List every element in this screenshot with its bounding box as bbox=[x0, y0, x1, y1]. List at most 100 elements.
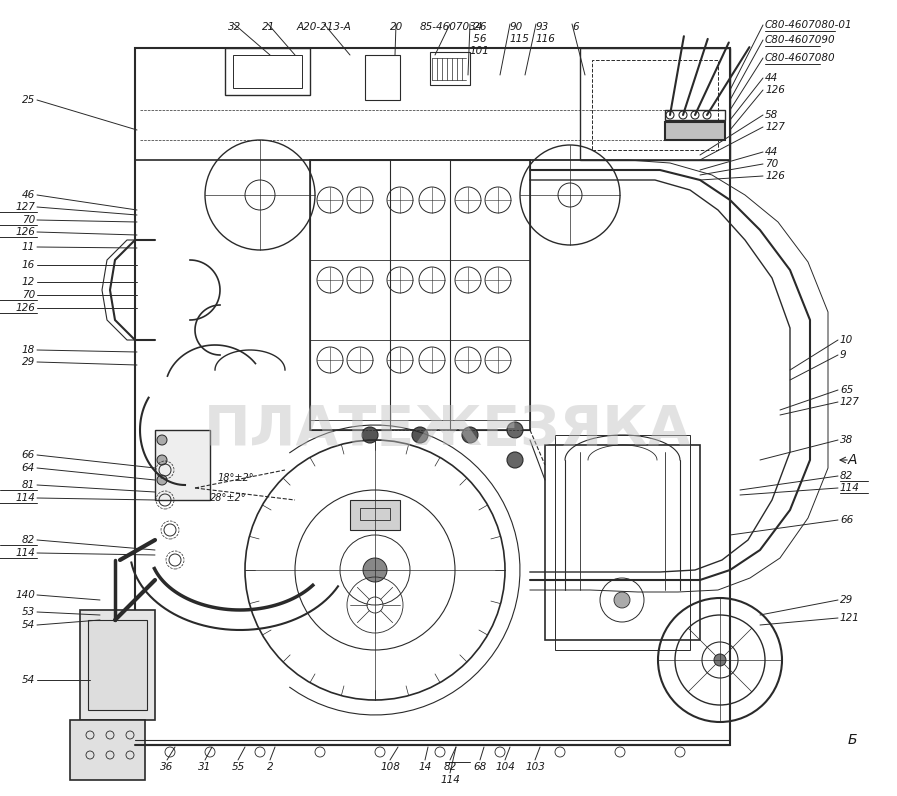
Text: A: A bbox=[848, 453, 858, 467]
Text: 126: 126 bbox=[765, 171, 785, 181]
Text: 36: 36 bbox=[161, 762, 174, 772]
Bar bbox=[70, 720, 145, 780]
Text: 12: 12 bbox=[22, 277, 35, 287]
Text: 32: 32 bbox=[228, 22, 241, 32]
Bar bbox=[665, 110, 725, 120]
Text: 114: 114 bbox=[15, 493, 35, 503]
Bar bbox=[155, 430, 210, 500]
Text: 28°±2°: 28°±2° bbox=[210, 493, 247, 503]
Text: C80-4607080-01: C80-4607080-01 bbox=[765, 20, 853, 30]
Circle shape bbox=[157, 475, 167, 485]
Text: 10: 10 bbox=[840, 335, 853, 345]
Text: 54: 54 bbox=[22, 620, 35, 630]
Text: 115: 115 bbox=[510, 34, 530, 44]
Text: 104: 104 bbox=[495, 762, 515, 772]
Circle shape bbox=[507, 452, 523, 468]
Text: 18: 18 bbox=[22, 345, 35, 355]
Text: 44: 44 bbox=[765, 147, 779, 157]
Bar bbox=[555, 435, 690, 650]
Text: 103: 103 bbox=[525, 762, 545, 772]
Bar bbox=[545, 445, 700, 640]
Circle shape bbox=[614, 592, 630, 608]
Circle shape bbox=[362, 427, 378, 443]
Text: 121: 121 bbox=[840, 613, 860, 623]
Text: 81: 81 bbox=[22, 480, 35, 490]
Text: 101: 101 bbox=[470, 46, 490, 56]
Text: A20-213-A: A20-213-A bbox=[297, 22, 352, 32]
Text: 25: 25 bbox=[22, 95, 35, 105]
Bar bbox=[310, 160, 530, 430]
Bar bbox=[665, 122, 725, 140]
Text: 18°±2°: 18°±2° bbox=[218, 473, 255, 483]
Text: 85-4607034: 85-4607034 bbox=[420, 22, 483, 32]
Text: 9: 9 bbox=[840, 350, 847, 360]
Text: Б: Б bbox=[848, 733, 858, 747]
Bar bbox=[310, 160, 390, 430]
Text: 21: 21 bbox=[262, 22, 275, 32]
Text: 68: 68 bbox=[474, 762, 487, 772]
Text: 70: 70 bbox=[765, 159, 779, 169]
Text: 26: 26 bbox=[470, 22, 486, 32]
Text: 108: 108 bbox=[380, 762, 400, 772]
Text: 54: 54 bbox=[22, 675, 35, 685]
Text: 127: 127 bbox=[765, 122, 785, 132]
Text: 126: 126 bbox=[765, 85, 785, 95]
Circle shape bbox=[507, 422, 523, 438]
Text: 44: 44 bbox=[765, 73, 779, 83]
Text: 70: 70 bbox=[22, 215, 35, 225]
Text: 70: 70 bbox=[22, 290, 35, 300]
Text: C80-4607080: C80-4607080 bbox=[765, 53, 836, 63]
Bar bbox=[135, 48, 730, 745]
Text: C80-4607090: C80-4607090 bbox=[765, 35, 836, 45]
Text: 93: 93 bbox=[536, 22, 549, 32]
Text: 38: 38 bbox=[840, 435, 853, 445]
Text: 6: 6 bbox=[572, 22, 579, 32]
Bar bbox=[225, 48, 310, 95]
Text: 58: 58 bbox=[765, 110, 779, 120]
Text: 82: 82 bbox=[840, 471, 853, 481]
Bar bbox=[365, 55, 400, 100]
Text: 11: 11 bbox=[22, 242, 35, 252]
Text: 66: 66 bbox=[840, 515, 853, 525]
Text: 90: 90 bbox=[510, 22, 523, 32]
Circle shape bbox=[157, 455, 167, 465]
Bar bbox=[80, 610, 155, 720]
Text: 116: 116 bbox=[536, 34, 556, 44]
Text: 31: 31 bbox=[198, 762, 212, 772]
Bar bbox=[360, 508, 390, 520]
Text: 82: 82 bbox=[443, 762, 457, 772]
Circle shape bbox=[462, 427, 478, 443]
Text: 140: 140 bbox=[15, 590, 35, 600]
Text: 66: 66 bbox=[22, 450, 35, 460]
Text: 20: 20 bbox=[390, 22, 404, 32]
Bar bbox=[592, 60, 718, 150]
Circle shape bbox=[412, 427, 428, 443]
Bar bbox=[135, 160, 730, 745]
Text: 14: 14 bbox=[418, 762, 431, 772]
Text: 65: 65 bbox=[840, 385, 853, 395]
Text: 127: 127 bbox=[15, 202, 35, 212]
Text: 114: 114 bbox=[840, 483, 860, 493]
Text: 56: 56 bbox=[470, 34, 486, 44]
Circle shape bbox=[363, 558, 387, 582]
Text: 16: 16 bbox=[22, 260, 35, 270]
Text: 2: 2 bbox=[266, 762, 274, 772]
Text: 64: 64 bbox=[22, 463, 35, 473]
Text: 126: 126 bbox=[15, 303, 35, 313]
Text: 46: 46 bbox=[22, 190, 35, 200]
Text: ПЛАТЕЖЕЗЯКА: ПЛАТЕЖЕЗЯКА bbox=[205, 403, 692, 457]
Text: 114: 114 bbox=[15, 548, 35, 558]
Text: 29: 29 bbox=[840, 595, 853, 605]
Circle shape bbox=[714, 654, 726, 666]
Text: 114: 114 bbox=[440, 775, 460, 785]
Bar bbox=[88, 620, 147, 710]
Text: 55: 55 bbox=[231, 762, 245, 772]
Text: 126: 126 bbox=[15, 227, 35, 237]
Circle shape bbox=[157, 435, 167, 445]
Text: 82: 82 bbox=[22, 535, 35, 545]
Bar bbox=[430, 52, 470, 85]
Bar bbox=[350, 500, 400, 530]
Bar bbox=[580, 48, 730, 160]
Bar bbox=[450, 160, 530, 430]
Bar bbox=[233, 55, 302, 88]
